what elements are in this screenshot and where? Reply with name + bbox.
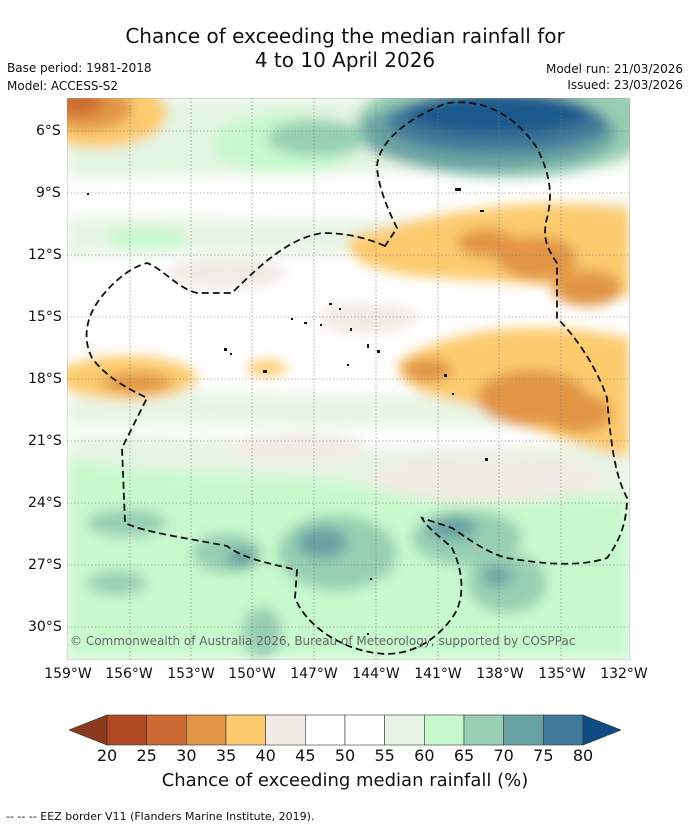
eez-footnote: -- -- -- EEZ border V11 (Flanders Marine… bbox=[6, 810, 315, 823]
map-copyright: © Commonwealth of Australia 2026, Bureau… bbox=[70, 634, 576, 648]
colorbar-tick-label: 45 bbox=[295, 746, 316, 765]
lon-label: 144°W bbox=[352, 666, 400, 682]
lon-label: 141°W bbox=[414, 666, 462, 682]
lon-label: 159°W bbox=[44, 666, 92, 682]
colorbar-cell bbox=[424, 714, 465, 746]
colorbar-cell bbox=[225, 714, 266, 746]
lon-label: 138°W bbox=[476, 666, 524, 682]
model-run-date: Model run: 21/03/2026 bbox=[545, 62, 683, 76]
colorbar-tick-label: 65 bbox=[453, 746, 475, 765]
colorbar-cell bbox=[146, 714, 187, 746]
lon-label: 153°W bbox=[167, 666, 215, 682]
lon-label: 132°W bbox=[600, 666, 648, 682]
lon-label: 150°W bbox=[228, 666, 276, 682]
colorbar-cell bbox=[344, 714, 385, 746]
lon-label: 147°W bbox=[290, 666, 338, 682]
lat-label: 6°S bbox=[36, 123, 61, 139]
lat-label: 18°S bbox=[28, 371, 62, 387]
colorbar-tick-label: 80 bbox=[572, 746, 594, 765]
colorbar-cell bbox=[265, 714, 306, 746]
colorbar-tick-label: 75 bbox=[533, 746, 554, 765]
base-period: Base period: 1981-2018 bbox=[7, 61, 152, 75]
lat-label: 30°S bbox=[28, 619, 62, 635]
colorbar-tick-label: 30 bbox=[176, 746, 197, 765]
eez-border bbox=[85, 101, 628, 655]
colorbar-tick-label: 20 bbox=[96, 746, 118, 765]
colorbar bbox=[69, 714, 621, 746]
colorbar-cell bbox=[543, 714, 584, 746]
colorbar-tick-label: 70 bbox=[493, 746, 514, 765]
colorbar-cell bbox=[503, 714, 544, 746]
colorbar-tick-label: 35 bbox=[215, 746, 237, 765]
lon-label: 135°W bbox=[538, 666, 586, 682]
lat-label: 27°S bbox=[28, 557, 62, 573]
lat-label: 9°S bbox=[36, 185, 61, 201]
colorbar-cell bbox=[305, 714, 346, 746]
colorbar-tick-label: 25 bbox=[136, 746, 157, 765]
islands bbox=[87, 188, 488, 635]
model-name: Model: ACCESS-S2 bbox=[7, 79, 119, 93]
colorbar-cell bbox=[384, 714, 425, 746]
map-title-line2: 4 to 10 April 2026 bbox=[254, 48, 436, 72]
colorbar-cell bbox=[106, 714, 147, 746]
colorbar-tick-label: 60 bbox=[414, 746, 435, 765]
lat-label: 15°S bbox=[28, 309, 62, 325]
rainfall-map bbox=[67, 98, 630, 660]
colorbar-tick-label: 50 bbox=[334, 746, 356, 765]
map-title-line1: Chance of exceeding the median rainfall … bbox=[125, 24, 565, 48]
map-gridlines bbox=[67, 98, 630, 660]
colorbar-low-arrow bbox=[69, 714, 108, 746]
colorbar-tick-label: 55 bbox=[374, 746, 395, 765]
rainfall-probability-field bbox=[67, 98, 630, 660]
colorbar-high-arrow bbox=[582, 714, 621, 746]
lon-label: 156°W bbox=[105, 666, 153, 682]
colorbar-tick-label: 40 bbox=[255, 746, 276, 765]
colorbar-title: Chance of exceeding median rainfall (%) bbox=[161, 770, 529, 791]
lat-label: 24°S bbox=[28, 495, 62, 511]
lat-label: 21°S bbox=[28, 433, 62, 449]
lat-label: 12°S bbox=[28, 247, 62, 263]
issued-date: Issued: 23/03/2026 bbox=[567, 78, 683, 92]
colorbar-cell bbox=[463, 714, 504, 746]
colorbar-cell bbox=[186, 714, 227, 746]
